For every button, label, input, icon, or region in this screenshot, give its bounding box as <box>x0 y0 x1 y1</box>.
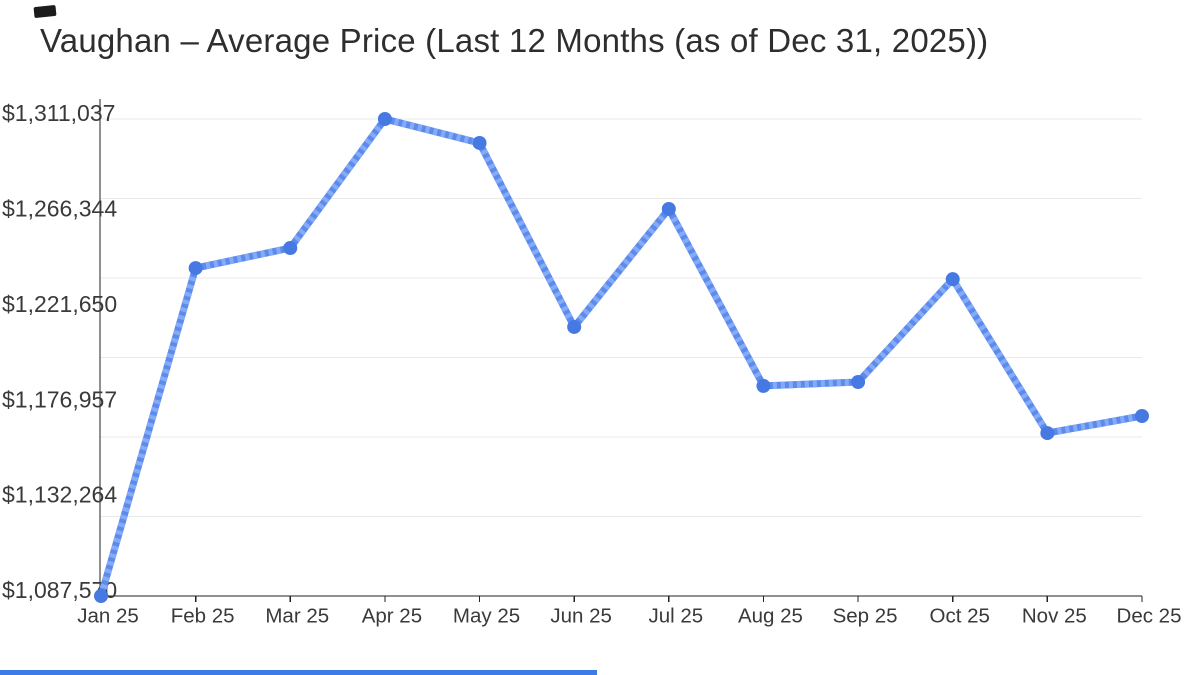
data-point-nov-25[interactable] <box>1040 426 1055 441</box>
y-axis-label-5: $1,311,037 <box>2 100 115 126</box>
data-point-jun-25[interactable] <box>567 319 582 334</box>
x-axis-label-4: May 25 <box>453 604 520 627</box>
data-point-apr-25[interactable] <box>377 112 392 126</box>
data-point-feb-25[interactable] <box>188 261 203 276</box>
data-point-jul-25[interactable] <box>661 201 676 216</box>
x-axis-label-9: Oct 25 <box>930 604 990 627</box>
data-point-dec-25[interactable] <box>1135 408 1149 423</box>
data-point-jan-25[interactable] <box>94 589 108 603</box>
x-axis-label-7: Aug 25 <box>738 604 803 627</box>
x-axis-label-0: Jan 25 <box>77 604 139 627</box>
x-axis-label-10: Nov 25 <box>1022 604 1087 627</box>
horizontal-scrollbar-thumb[interactable] <box>0 670 597 675</box>
data-point-oct-25[interactable] <box>945 272 960 287</box>
y-axis-label-3: $1,221,650 <box>2 291 117 317</box>
price-line-stripe <box>97 115 1143 597</box>
y-axis-label-2: $1,176,957 <box>2 386 117 412</box>
data-point-sep-25[interactable] <box>851 375 866 390</box>
x-axis-label-1: Feb 25 <box>171 604 235 627</box>
x-axis-label-2: Mar 25 <box>265 604 329 627</box>
x-axis-label-11: Dec 25 <box>1117 604 1182 627</box>
y-axis-label-4: $1,266,344 <box>2 195 117 221</box>
data-point-may-25[interactable] <box>472 135 487 150</box>
x-axis-label-5: Jun 25 <box>550 604 612 627</box>
x-axis-label-3: Apr 25 <box>362 604 422 627</box>
x-axis-label-8: Sep 25 <box>833 604 898 627</box>
x-axis-label-6: Jul 25 <box>648 604 703 627</box>
chart-title: Vaughan – Average Price (Last 12 Months … <box>40 22 989 59</box>
data-point-mar-25[interactable] <box>283 241 298 256</box>
y-axis-label-1: $1,132,264 <box>2 482 117 508</box>
data-point-aug-25[interactable] <box>756 378 771 393</box>
